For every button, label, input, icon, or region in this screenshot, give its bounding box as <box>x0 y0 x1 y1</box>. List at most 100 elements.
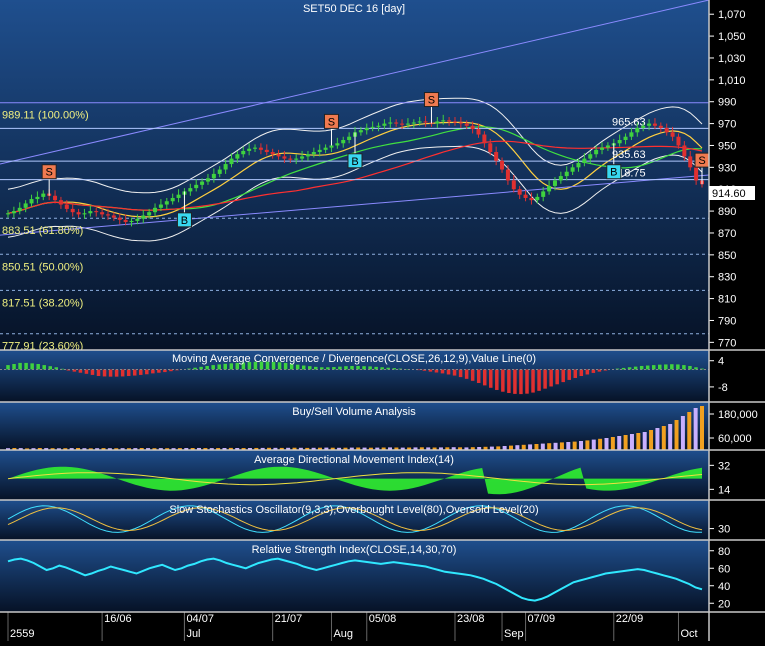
candle-body <box>558 176 563 181</box>
candle-body <box>105 214 110 216</box>
volume-bar <box>483 446 488 450</box>
sell-marker[interactable] <box>323 113 339 129</box>
volume-bar <box>375 447 380 450</box>
adx-area <box>8 466 702 495</box>
candle-body <box>517 189 522 195</box>
marker-label: B <box>181 215 188 227</box>
volume-bar <box>82 448 87 450</box>
volume-bar <box>133 448 138 450</box>
volume-bar <box>362 447 367 450</box>
level-label: 935.63 <box>612 149 646 161</box>
volume-bar <box>286 447 291 450</box>
volume-bar <box>623 435 628 450</box>
bollinger-lower <box>7 145 703 242</box>
candle-body <box>623 136 628 140</box>
y-tick-label: 930 <box>718 162 736 174</box>
x-axis-strip <box>0 612 709 641</box>
macd-title: Moving Average Convergence / Divergence(… <box>172 353 536 365</box>
volume-bar <box>381 447 386 450</box>
volume-bar <box>464 447 469 450</box>
x-axis: 2559 16/06 Jul 04/07 21/07 Aug 05/08 23/08 Sep 07… <box>7 612 698 641</box>
macd-series <box>0 361 709 395</box>
buy-marker[interactable] <box>347 153 363 169</box>
volume-bar <box>177 448 182 450</box>
volume-bar <box>31 448 36 450</box>
volume-bar <box>139 448 144 450</box>
last-price-label: 914.60 <box>712 188 746 200</box>
stoch-d-line <box>7 507 703 532</box>
marker-label: S <box>428 95 435 107</box>
adx-panel <box>0 450 709 500</box>
buy-marker[interactable] <box>176 212 192 228</box>
y-tick-label: 1,030 <box>718 53 746 65</box>
candle-body <box>23 203 28 208</box>
candle-body <box>370 126 375 128</box>
candle-body <box>617 140 622 144</box>
candle-body <box>552 180 557 186</box>
candle-body <box>300 156 305 159</box>
candle-body <box>323 147 328 150</box>
candle-body <box>417 121 422 123</box>
candle-body <box>135 218 140 221</box>
candle-body <box>123 219 128 223</box>
bollinger-upper <box>7 97 703 194</box>
y-axis: 1,0701,0501,0301,01099097095093091089087… <box>709 9 758 610</box>
candle-body <box>205 178 210 182</box>
volume-bar <box>458 447 463 450</box>
candle-body <box>311 152 316 155</box>
chart-title: SET50 DEC 16 [day] <box>303 3 405 15</box>
y-axis-strip <box>709 0 765 641</box>
volume-bar <box>190 448 195 450</box>
candle-body <box>488 143 493 153</box>
volume-bar <box>693 408 698 450</box>
candle-body <box>635 127 640 133</box>
x-tick-label: 04/07 <box>186 613 214 625</box>
y-tick-label: 870 <box>718 228 736 240</box>
candle-body <box>400 123 405 125</box>
candle-body <box>147 212 152 216</box>
candle-body <box>594 149 599 155</box>
volume-bar <box>317 447 322 450</box>
candle-body <box>29 199 34 204</box>
y-tick-label: 4 <box>718 356 724 368</box>
level-label: 965.63 <box>612 116 646 128</box>
volume-bar <box>528 444 533 450</box>
volume-bar <box>566 442 571 450</box>
x-tick-label: 16/06 <box>104 613 132 625</box>
buy-marker[interactable] <box>606 164 622 180</box>
y-tick-label: 30 <box>718 524 730 536</box>
y-tick-label: 970 <box>718 119 736 131</box>
y-tick-label: 1,010 <box>718 75 746 87</box>
sell-marker[interactable] <box>41 164 57 180</box>
rsi-title: Relative Strength Index(CLOSE,14,30,70) <box>252 544 457 556</box>
candle-body <box>541 191 546 197</box>
volume-bar <box>95 448 100 450</box>
volume-bar <box>184 448 189 450</box>
volume-bar <box>610 437 615 450</box>
adx-title: Average Directional Movement Index(14) <box>254 454 454 466</box>
candle-body <box>505 169 510 181</box>
candle-body <box>235 154 240 159</box>
fib-level-label: 883.51 (61.80%) <box>2 225 83 237</box>
y-tick-label: 80 <box>718 546 730 558</box>
volume-bar <box>700 406 704 450</box>
volume-bar <box>438 447 443 450</box>
volume-bar <box>674 420 679 450</box>
candle-body <box>11 211 16 214</box>
candle-body <box>164 201 169 205</box>
candle-body <box>41 193 46 197</box>
volume-bar <box>298 447 303 450</box>
y-tick-label: -8 <box>718 382 728 394</box>
candle-body <box>341 140 346 144</box>
candle-body <box>335 143 340 146</box>
sell-marker[interactable] <box>423 92 439 108</box>
candle-body <box>658 125 663 128</box>
volume-bar <box>292 447 297 450</box>
candle-body <box>529 197 534 201</box>
volume-bar <box>502 446 507 450</box>
candle-body <box>100 212 105 215</box>
candle-body <box>194 184 199 189</box>
y-tick-label: 790 <box>718 315 736 327</box>
